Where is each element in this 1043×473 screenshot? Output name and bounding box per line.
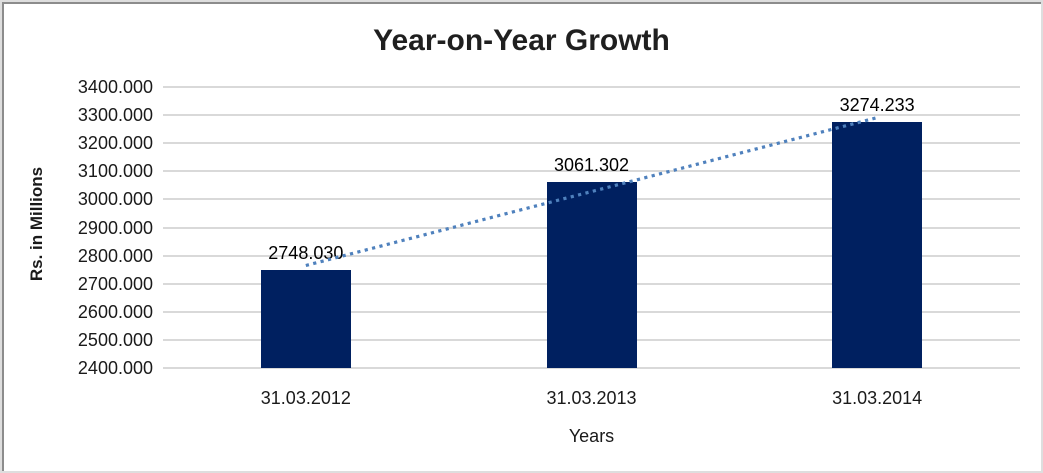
trendline: [305, 116, 878, 268]
y-tick-label: 2500.000: [77, 329, 153, 350]
x-tick-label: 31.03.2014: [832, 388, 923, 408]
gridline: [163, 114, 1020, 117]
bar-31.03.2013: [546, 182, 637, 368]
y-tick-label: 3300.000: [77, 105, 153, 126]
bar-31.03.2012: [260, 270, 351, 368]
bar-31.03.2014: [832, 122, 923, 368]
y-tick-label: 2400.000: [77, 358, 153, 378]
x-tick-label: 31.03.2013: [546, 388, 637, 408]
bar-value-label: 3274.233: [839, 95, 915, 116]
bar-value-label: 2748.030: [268, 243, 344, 264]
x-axis-title: Years: [568, 426, 615, 446]
y-tick-label: 3200.000: [77, 133, 153, 154]
gridline: [163, 170, 1020, 173]
x-tick-label: 31.03.2012: [260, 388, 351, 408]
y-tick-label: 2700.000: [77, 273, 153, 294]
chart-title: Year-on-Year Growth: [373, 24, 670, 57]
y-tick-label: 3000.000: [77, 189, 153, 210]
y-tick-label: 3100.000: [77, 161, 153, 182]
gridline: [163, 367, 1020, 369]
y-tick-label: 3400.000: [77, 77, 153, 97]
y-tick-label: 2900.000: [77, 217, 153, 238]
gridline: [163, 86, 1020, 88]
gridline: [163, 142, 1020, 145]
bar-value-label: 3061.302: [553, 155, 630, 176]
y-tick-label: 2800.000: [77, 245, 153, 266]
y-tick-label: 2600.000: [77, 301, 153, 322]
